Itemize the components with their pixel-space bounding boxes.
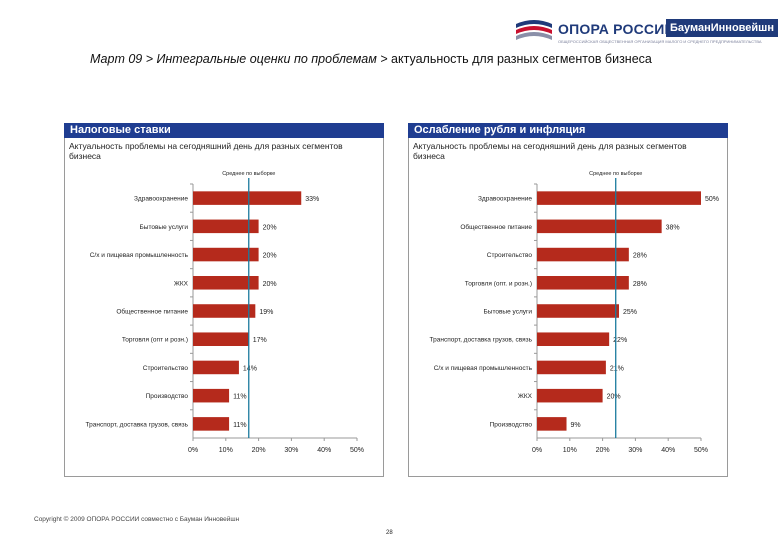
category-label: ЖКХ — [518, 393, 533, 400]
data-label: 11% — [233, 422, 247, 429]
data-label: 33% — [305, 196, 319, 203]
data-label: 14% — [243, 365, 257, 372]
category-label: Бытовые услуги — [140, 224, 189, 231]
flag-icon — [516, 20, 552, 40]
bar — [193, 332, 249, 346]
x-tick-label: 50% — [350, 447, 364, 454]
chart-title: Налоговые ставки — [64, 123, 384, 138]
reference-line-label: Среднее по выборке — [589, 171, 642, 177]
x-tick-label: 0% — [188, 447, 198, 454]
bar — [193, 276, 259, 290]
page-title-breadcrumb: Март 09 > Интегральные оценки по проблем… — [90, 52, 392, 66]
bar-chart-inflation: Здравоохранение 50% Общественное питание 38… — [430, 171, 719, 454]
bar — [537, 276, 629, 290]
x-tick-label: 10% — [219, 447, 233, 454]
data-label: 50% — [705, 196, 719, 203]
chart-panel-taxes: Налоговые ставки Актуальность проблемы н… — [64, 123, 384, 477]
category-label: Транспорт, доставка грузов, связь — [86, 421, 189, 428]
category-label: Торговля (опт и розн.) — [122, 337, 188, 344]
chart-subtitle: Актуальность проблемы на сегодняшний ден… — [413, 141, 687, 161]
x-tick-label: 20% — [596, 447, 610, 454]
category-label: Строительство — [143, 365, 189, 372]
data-label: 38% — [666, 224, 680, 231]
data-label: 19% — [259, 309, 273, 316]
data-label: 22% — [613, 337, 627, 344]
reference-line-label: Среднее по выборке — [222, 171, 275, 177]
category-label: Общественное питание — [460, 223, 532, 231]
chart-title: Ослабление рубля и инфляция — [408, 123, 728, 138]
x-tick-label: 30% — [628, 447, 642, 454]
chart-panel-inflation: Ослабление рубля и инфляция Актуальность… — [408, 123, 728, 477]
bar — [537, 219, 662, 234]
bar — [193, 247, 259, 262]
x-tick-label: 40% — [317, 447, 331, 454]
data-label: 28% — [633, 281, 647, 288]
page-number: 28 — [386, 530, 393, 536]
bar — [537, 304, 619, 318]
data-label: 25% — [623, 309, 637, 316]
x-tick-label: 40% — [661, 447, 675, 454]
bar — [537, 388, 603, 403]
bar — [537, 247, 629, 262]
data-label: 28% — [633, 253, 647, 260]
bar — [537, 417, 567, 431]
bar — [537, 360, 606, 375]
category-label: С/х и пищевая промышленность — [90, 252, 189, 259]
x-tick-label: 20% — [252, 447, 266, 454]
category-label: Производство — [146, 393, 189, 400]
data-label: 17% — [253, 337, 267, 344]
logo-subtitle: ОБЩЕРОССИЙСКАЯ ОБЩЕСТВЕННАЯ ОРГАНИЗАЦИЯ … — [558, 39, 762, 44]
data-label: 9% — [571, 422, 581, 429]
x-tick-label: 0% — [532, 447, 542, 454]
data-label: 20% — [607, 394, 621, 401]
page-title-topic: актуальность для разных сегментов бизнес… — [391, 52, 652, 66]
category-label: ЖКХ — [174, 280, 189, 287]
category-label: Строительство — [487, 252, 533, 259]
data-label: 20% — [263, 224, 277, 231]
data-label: 20% — [263, 281, 277, 288]
logo-badge: БауманИнновейшн — [666, 19, 778, 37]
category-label: Производство — [490, 421, 533, 428]
bar — [193, 219, 259, 234]
bar — [537, 332, 610, 346]
category-label: Здравоохранение — [134, 196, 188, 203]
chart-subtitle: Актуальность проблемы на сегодняшний ден… — [69, 141, 343, 161]
x-tick-label: 10% — [563, 447, 577, 454]
data-label: 20% — [263, 253, 277, 260]
bar-chart-taxes: Здравоохранение 33% Бытовые услуги 20% С/х и… — [86, 171, 364, 454]
category-label: С/х и пищевая промышленность — [434, 365, 533, 372]
bar — [193, 191, 302, 205]
data-label: 11% — [233, 394, 247, 401]
bar — [193, 417, 230, 431]
page-title: Март 09 > Интегральные оценки по проблем… — [90, 52, 652, 66]
x-tick-label: 50% — [694, 447, 708, 454]
bar — [193, 388, 230, 403]
x-tick-label: 30% — [284, 447, 298, 454]
logo: ОПОРА РОССИИ БауманИнновейшн ОБЩЕРОССИЙС… — [516, 14, 778, 48]
bar — [193, 360, 239, 375]
bar — [537, 191, 701, 205]
logo-text: ОПОРА РОССИИ — [558, 21, 675, 37]
category-label: Торговля (опт. и розн.) — [465, 280, 532, 287]
copyright: Copyright © 2009 ОПОРА РОССИИ совместно … — [34, 516, 240, 523]
category-label: Транспорт, доставка грузов, связь — [430, 337, 533, 344]
data-label: 21% — [610, 365, 624, 372]
category-label: Общественное питание — [116, 308, 188, 316]
bar — [193, 304, 256, 318]
category-label: Здравоохранение — [478, 196, 532, 203]
category-label: Бытовые услуги — [484, 309, 533, 316]
